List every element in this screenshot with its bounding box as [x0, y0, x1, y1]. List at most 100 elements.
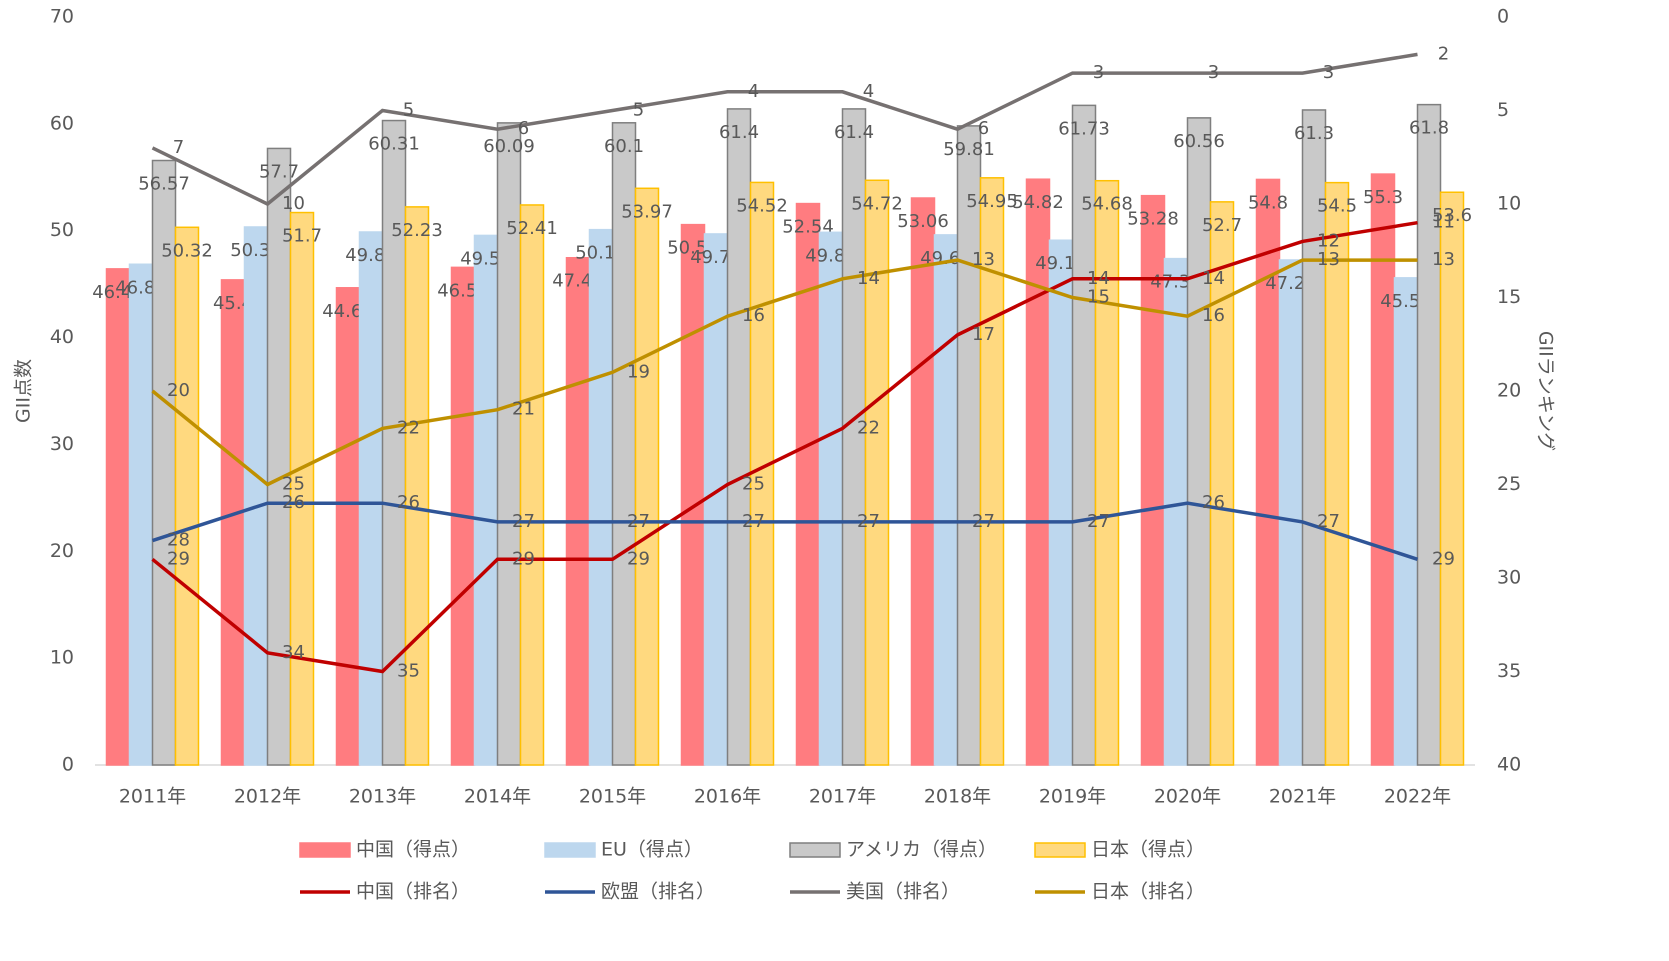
x-tick-label: 2011年: [119, 786, 186, 808]
data-label: 26: [397, 492, 420, 513]
line: [151, 52, 1418, 207]
data-label: 17: [972, 324, 995, 345]
bar: [220, 279, 246, 766]
bar: [1393, 277, 1419, 766]
data-label: 52.41: [506, 218, 558, 239]
y2-axis-title: GIIランキング: [1535, 331, 1557, 451]
legend-swatch: [789, 842, 841, 858]
bar: [910, 197, 936, 766]
y-tick-label: 0: [62, 754, 74, 776]
legend-label: 日本（排名）: [1091, 881, 1205, 903]
bar: [956, 125, 982, 766]
bar: [1324, 181, 1350, 766]
data-label: 51.7: [282, 226, 322, 247]
data-label: 4: [748, 81, 759, 102]
x-tick-label: 2018年: [924, 786, 991, 808]
data-label: 11: [1432, 212, 1455, 233]
data-label: 5: [633, 100, 644, 121]
data-label: 6: [518, 118, 529, 139]
data-label: 13: [1432, 249, 1455, 270]
data-label: 15: [1087, 287, 1110, 308]
data-label: 61.3: [1294, 123, 1334, 144]
bar: [703, 233, 729, 766]
data-label: 54.95: [966, 191, 1018, 212]
data-label: 22: [857, 417, 880, 438]
bar: [1439, 191, 1465, 766]
data-label: 14: [857, 268, 880, 289]
bar: [864, 179, 890, 766]
data-label: 28: [167, 530, 190, 551]
data-label: 26: [282, 492, 305, 513]
x-tick-label: 2015年: [579, 786, 646, 808]
legend-label: アメリカ（得点）: [846, 839, 997, 861]
data-label: 27: [1317, 511, 1340, 532]
data-label: 16: [742, 305, 765, 326]
legend-label: 中国（排名）: [356, 881, 470, 903]
y2-tick-label: 30: [1497, 567, 1521, 589]
data-label: 3: [1323, 62, 1334, 83]
data-label: 54.72: [851, 193, 903, 214]
legend-swatch: [299, 842, 351, 858]
bar: [519, 204, 545, 766]
data-label: 54.8: [1248, 192, 1288, 213]
data-label: 14: [1202, 268, 1225, 289]
bar: [174, 226, 200, 766]
x-tick-label: 2012年: [234, 786, 301, 808]
y2-tick-label: 35: [1497, 660, 1521, 682]
y-tick-label: 30: [50, 433, 74, 455]
data-label: 27: [857, 511, 880, 532]
data-label: 2: [1438, 43, 1449, 64]
bar: [1209, 201, 1235, 766]
bar: [680, 223, 706, 766]
legend-swatch: [544, 842, 596, 858]
line: [151, 258, 1418, 487]
y2-tick-label: 15: [1497, 286, 1521, 308]
data-label: 3: [1093, 62, 1104, 83]
data-label: 10: [282, 193, 305, 214]
data-label: 59.81: [943, 139, 995, 160]
y2-tick-label: 0: [1497, 6, 1509, 28]
data-label: 54.68: [1081, 194, 1133, 215]
bar: [565, 256, 591, 766]
data-label: 27: [972, 511, 995, 532]
bar: [1370, 173, 1396, 766]
y-tick-label: 70: [50, 6, 74, 28]
data-label: 54.52: [736, 195, 788, 216]
y2-tick-label: 25: [1497, 473, 1521, 495]
data-label: 55.3: [1363, 187, 1403, 208]
data-label: 16: [1202, 305, 1225, 326]
data-label: 29: [1432, 548, 1455, 569]
data-label: 29: [512, 548, 535, 569]
y-tick-label: 60: [50, 112, 74, 134]
data-label: 34: [282, 642, 305, 663]
y-tick-label: 50: [50, 219, 74, 241]
data-label: 56.57: [138, 174, 190, 195]
data-label: 13: [972, 249, 995, 270]
y-axis-title: GII点数: [13, 359, 35, 423]
legend-label: 欧盟（排名）: [601, 881, 715, 903]
legend-swatch: [1034, 842, 1086, 858]
data-label: 22: [397, 417, 420, 438]
data-label: 61.4: [719, 122, 759, 143]
bar: [1048, 239, 1074, 766]
data-label: 27: [627, 511, 650, 532]
data-label: 14: [1087, 268, 1110, 289]
bar: [243, 226, 269, 766]
data-label: 7: [173, 137, 184, 158]
data-label: 5: [403, 100, 414, 121]
data-label: 27: [512, 511, 535, 532]
legend-label: EU（得点）: [601, 839, 703, 861]
y2-tick-label: 40: [1497, 754, 1521, 776]
data-label: 52.23: [391, 220, 443, 241]
data-label: 53.97: [621, 201, 673, 222]
legend-label: 日本（得点）: [1091, 839, 1205, 861]
data-label: 12: [1317, 230, 1340, 251]
x-tick-label: 2013年: [349, 786, 416, 808]
bar: [105, 268, 131, 766]
data-label: 53.6: [1432, 205, 1472, 226]
legend-label: 美国（排名）: [846, 881, 960, 903]
data-label: 27: [742, 511, 765, 532]
bar: [979, 177, 1005, 766]
y-tick-label: 10: [50, 647, 74, 669]
bar: [1416, 103, 1442, 766]
